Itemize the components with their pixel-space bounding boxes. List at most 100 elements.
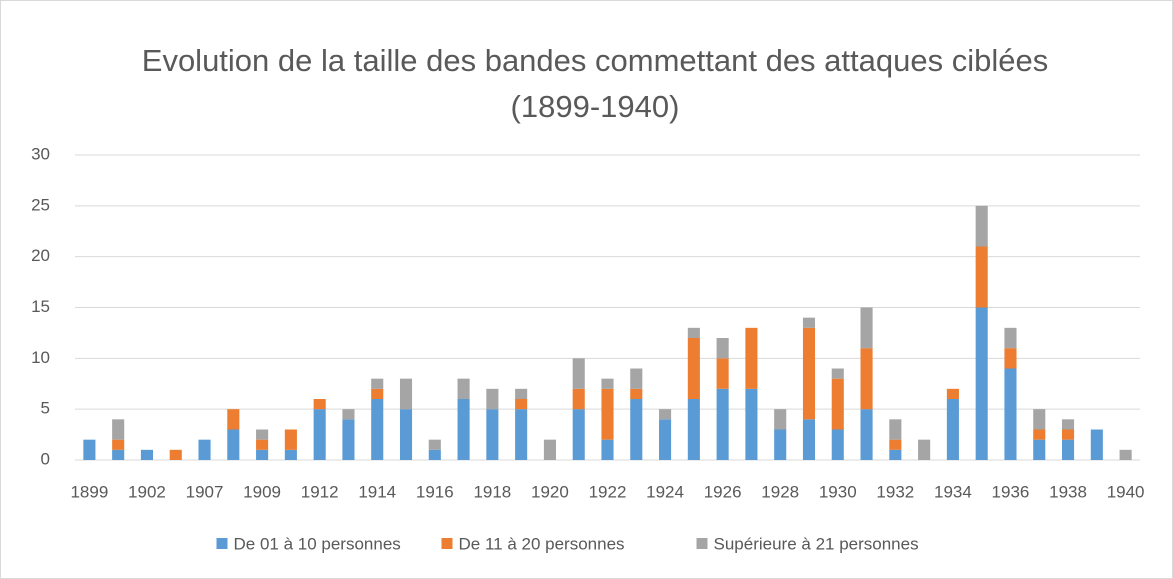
legend-label: De 11 à 20 personnes xyxy=(459,534,625,553)
bar-segment xyxy=(342,409,355,420)
bar-segment xyxy=(745,388,758,460)
y-tick-label: 10 xyxy=(31,348,50,367)
bar-segment xyxy=(371,388,384,399)
bar-segment xyxy=(659,419,672,460)
bar-segment xyxy=(1004,327,1017,349)
x-tick-label: 1930 xyxy=(819,482,857,501)
x-tick-label: 1938 xyxy=(1049,482,1087,501)
bar-segment xyxy=(1004,368,1017,460)
bar-segment xyxy=(371,399,384,460)
bar-segment xyxy=(831,378,844,430)
bar-segment xyxy=(975,246,988,308)
bar-segment xyxy=(687,399,700,460)
y-tick-label: 0 xyxy=(41,449,50,468)
bar-segment xyxy=(428,439,441,450)
bar-segment xyxy=(975,307,988,460)
bar-segment xyxy=(140,449,154,460)
bar-segment xyxy=(399,378,413,410)
bar-segment xyxy=(889,449,902,460)
bar-segment xyxy=(457,399,470,460)
bar-segment xyxy=(687,338,700,399)
bar-segment xyxy=(1119,449,1132,460)
bar-segment xyxy=(889,419,902,440)
bar-segment xyxy=(687,327,700,338)
bar-segment xyxy=(256,429,269,440)
x-tick-label: 1902 xyxy=(128,482,166,501)
x-tick-label: 1914 xyxy=(358,482,396,501)
bar-segment xyxy=(515,399,528,410)
bar-segment xyxy=(918,439,931,460)
bar-segment xyxy=(1033,409,1046,430)
bar-segment xyxy=(716,358,729,389)
bar-segment xyxy=(1061,439,1075,460)
bar-segment xyxy=(860,409,873,460)
bar-segment xyxy=(486,409,499,460)
bar-segment xyxy=(256,439,269,450)
bar-segment xyxy=(457,378,470,399)
bar-segment xyxy=(716,338,729,359)
bar-segment xyxy=(227,409,240,430)
bar-segment xyxy=(198,439,211,460)
bar-segment xyxy=(860,307,873,349)
x-tick-label: 1936 xyxy=(992,482,1030,501)
bar-segment xyxy=(572,388,585,410)
bar-segment xyxy=(515,388,528,399)
bar-segment xyxy=(831,429,844,460)
bar-segment xyxy=(1033,429,1046,440)
bar-segment xyxy=(802,419,816,460)
bar-segment xyxy=(112,439,125,450)
bar-segment xyxy=(630,388,643,399)
legend-swatch xyxy=(696,538,708,549)
bar-segment xyxy=(630,399,643,460)
bar-segment xyxy=(284,429,297,450)
x-tick-label: 1922 xyxy=(589,482,627,501)
bar-segment xyxy=(716,388,729,460)
x-tick-label: 1918 xyxy=(473,482,511,501)
chart-title: Evolution de la taille des bandes commet… xyxy=(141,43,1049,124)
bar-segment xyxy=(831,368,844,379)
bar-segment xyxy=(83,439,96,460)
bar-segment xyxy=(256,449,269,460)
x-tick-label: 1920 xyxy=(531,482,569,501)
bar-segment xyxy=(342,419,355,460)
x-tick-label: 1932 xyxy=(876,482,914,501)
x-tick-label: 1909 xyxy=(243,482,281,501)
bar-segment xyxy=(802,327,816,420)
bar-segment xyxy=(486,388,499,410)
bar-segment xyxy=(975,205,988,247)
bar-segment xyxy=(284,449,297,460)
bar-segment xyxy=(946,388,959,399)
y-tick-label: 20 xyxy=(31,246,50,265)
bar-segment xyxy=(515,409,528,460)
bar-segment xyxy=(428,449,441,460)
bar-segment xyxy=(1061,419,1075,430)
x-tick-label: 1924 xyxy=(646,482,684,501)
x-tick-label: 1926 xyxy=(704,482,742,501)
x-tick-label: 1934 xyxy=(934,482,972,501)
bar-segment xyxy=(371,378,384,389)
y-tick-label: 25 xyxy=(31,195,50,214)
bar-segment xyxy=(659,409,672,420)
legend-swatch xyxy=(441,538,453,549)
bar-segment xyxy=(1090,429,1103,460)
y-tick-label: 15 xyxy=(31,297,50,316)
x-tick-label: 1928 xyxy=(761,482,799,501)
x-tick-label: 1899 xyxy=(70,482,108,501)
bar-segment xyxy=(1004,348,1017,369)
legend-label: De 01 à 10 personnes xyxy=(234,534,401,553)
bar-segment xyxy=(572,358,585,389)
x-tick-label: 1912 xyxy=(301,482,339,501)
bar-segment xyxy=(1061,429,1075,440)
bar-segment xyxy=(630,368,643,389)
bar-segment xyxy=(543,439,556,460)
bar-segment xyxy=(112,419,125,440)
bar-segment xyxy=(774,409,787,430)
x-tick-label: 1907 xyxy=(186,482,224,501)
bar-segment xyxy=(802,317,816,328)
bar-segment xyxy=(1033,439,1046,460)
bar-segment xyxy=(313,409,326,460)
bar-segment xyxy=(601,439,614,460)
y-tick-label: 30 xyxy=(31,144,50,163)
bar-segment xyxy=(227,429,240,460)
